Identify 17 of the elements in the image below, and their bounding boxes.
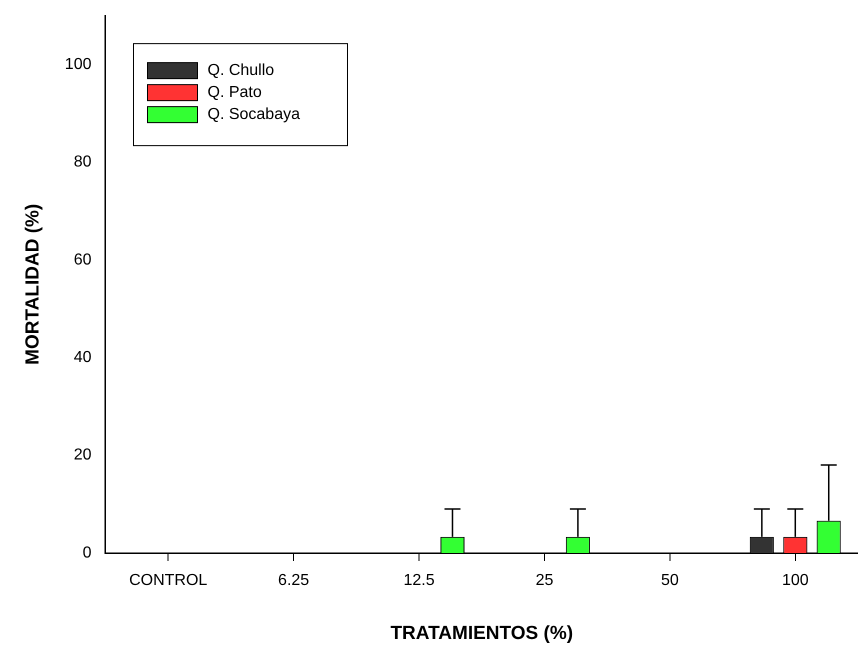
y-tick-label: 20: [74, 446, 92, 464]
x-tick-label: 100: [782, 572, 809, 590]
x-tick-label: 6.25: [278, 572, 310, 590]
x-tick-label: 50: [660, 572, 679, 590]
x-tick-label: 12.5: [403, 572, 435, 590]
y-tick-label: 100: [64, 56, 92, 73]
y-axis-title: MORTALIDAD (%): [22, 204, 44, 365]
legend-label: Q. Pato: [207, 84, 262, 102]
y-tick-label: 40: [74, 348, 92, 366]
x-tick-label: 25: [536, 572, 554, 590]
x-axis-title: TRATAMIENTOS (%): [390, 622, 574, 644]
y-tick-label: 0: [82, 544, 92, 562]
y-tick-label: 80: [74, 154, 92, 171]
legend-label: Q. Chullo: [207, 62, 274, 80]
legend-label: Q. Socabaya: [207, 106, 300, 124]
y-tick-label: 60: [74, 251, 92, 268]
x-tick-label: CONTROL: [129, 572, 208, 590]
